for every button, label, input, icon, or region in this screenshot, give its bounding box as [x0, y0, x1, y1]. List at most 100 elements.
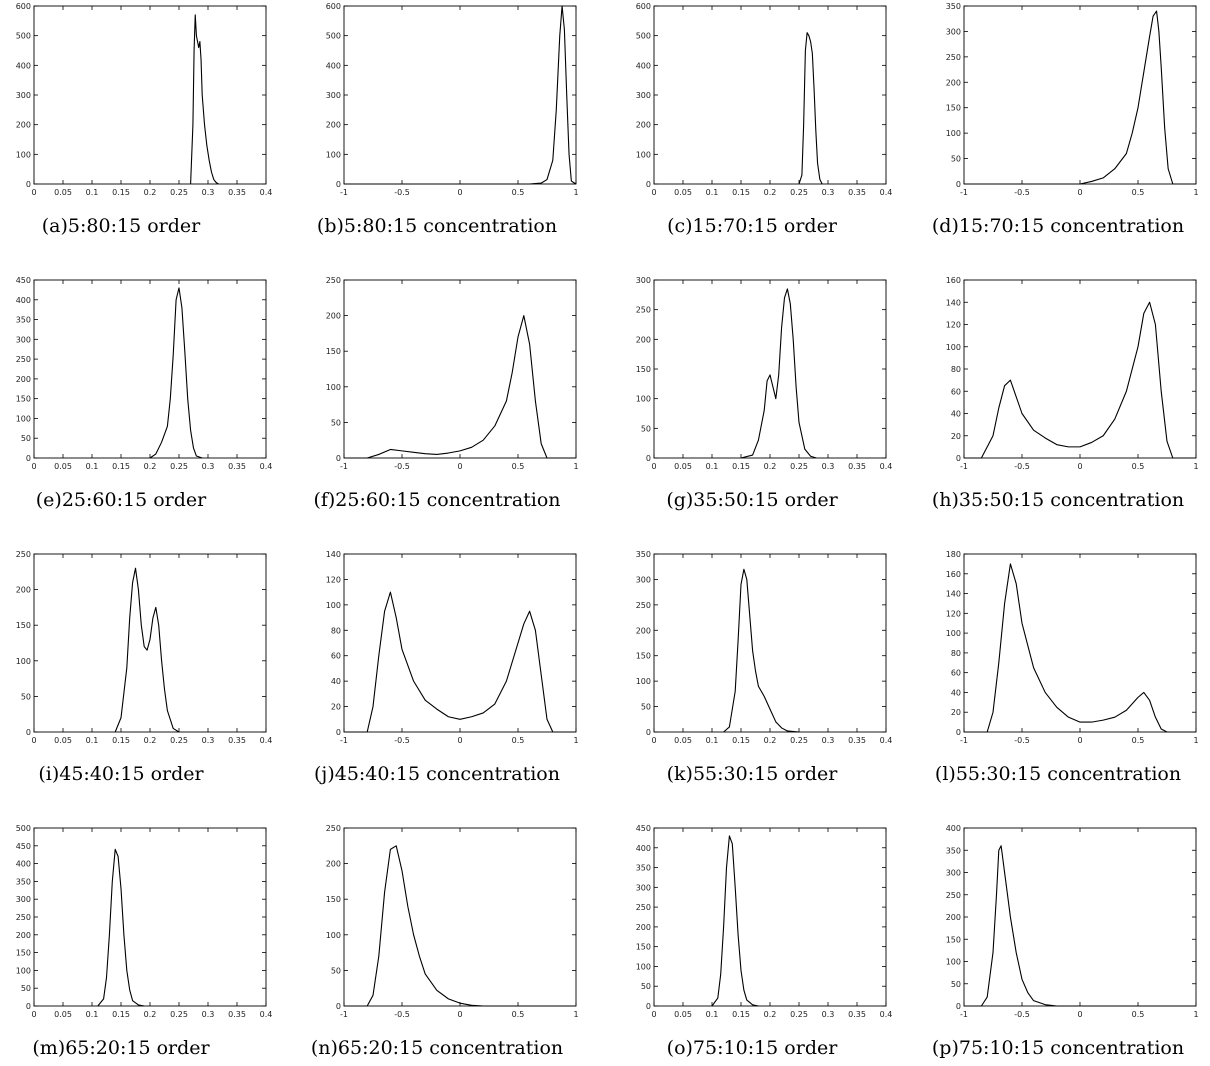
x-tick-label: 0.25: [790, 1010, 808, 1019]
plot-frame: [343, 5, 577, 185]
y-tick-label: 100: [326, 601, 341, 610]
plot-frame: [963, 553, 1197, 733]
panel-caption: (b)5:80:15 concentration: [317, 215, 557, 237]
x-tick-label: 0.25: [170, 1010, 188, 1019]
x-tick-label: 0: [651, 188, 656, 197]
x-tick-label: 0.1: [706, 736, 719, 745]
x-tick-label: 0: [651, 1010, 656, 1019]
y-tick-label: 150: [946, 935, 961, 944]
y-tick-label: 600: [16, 2, 31, 11]
histogram-curve: [711, 835, 759, 1007]
y-tick-label: 50: [21, 984, 31, 993]
y-tick-label: 300: [636, 883, 651, 892]
x-tick-label: 0.3: [822, 1010, 835, 1019]
x-tick-label: 0: [1077, 462, 1082, 471]
y-tick-label: 150: [16, 395, 31, 404]
y-tick-label: 100: [16, 150, 31, 159]
panel-caption: (h)35:50:15 concentration: [932, 489, 1184, 511]
x-tick-label: 0.4: [260, 188, 273, 197]
x-tick-label: 1: [573, 1010, 578, 1019]
chart-panel-3: 0 0.05 0.1 0.15 0.2 0.25 0.3 0.35 0.4 0 100 200 300 4…: [636, 2, 893, 237]
x-tick-label: 0.05: [674, 736, 692, 745]
x-tick-label: 0.1: [86, 188, 99, 197]
x-tick-label: 0.05: [54, 1010, 72, 1019]
y-tick-label: 0: [26, 454, 31, 463]
y-tick-label: 200: [636, 121, 651, 130]
y-tick-label: 140: [326, 550, 341, 559]
y-tick-label: 100: [946, 629, 961, 638]
y-tick-label: 0: [26, 1002, 31, 1011]
y-tick-label: 400: [326, 61, 341, 70]
y-tick-label: 150: [636, 365, 651, 374]
x-tick-label: 0.3: [202, 462, 215, 471]
x-tick-label: 0: [457, 1010, 462, 1019]
x-tick-label: 0.05: [54, 736, 72, 745]
y-tick-label: 140: [946, 298, 961, 307]
chart-panel-8: -1 -0.5 0 0.5 1 0 20 40 60 80 100 120 140 160 (h)35:50…: [932, 276, 1199, 511]
y-tick-label: 200: [946, 913, 961, 922]
chart-panel-15: 0 0.05 0.1 0.15 0.2 0.25 0.3 0.35 0.4 0 50 100 150 20…: [636, 824, 893, 1059]
y-tick-label: 100: [636, 677, 651, 686]
y-tick-label: 60: [951, 387, 961, 396]
y-tick-label: 350: [946, 2, 961, 11]
panel-caption: (d)15:70:15 concentration: [932, 215, 1184, 237]
plot-frame: [33, 279, 267, 459]
x-tick-label: 0.35: [848, 736, 866, 745]
x-tick-label: 0.5: [512, 1010, 525, 1019]
panel-caption: (c)15:70:15 order: [667, 215, 838, 237]
plot-frame: [653, 279, 887, 459]
histogram-curve: [964, 845, 1196, 1007]
y-tick-label: 100: [946, 958, 961, 967]
x-tick-label: 0.1: [86, 462, 99, 471]
x-tick-label: 0.35: [848, 1010, 866, 1019]
x-tick-label: 0.4: [260, 462, 273, 471]
histogram-curve: [740, 288, 817, 459]
y-tick-label: 200: [326, 860, 341, 869]
x-tick-label: -0.5: [394, 188, 410, 197]
panel-caption: (i)45:40:15 order: [38, 763, 204, 785]
y-tick-label: 200: [326, 312, 341, 321]
y-tick-label: 250: [326, 276, 341, 285]
y-tick-label: 300: [16, 895, 31, 904]
y-tick-label: 120: [326, 575, 341, 584]
plot-frame: [963, 5, 1197, 185]
x-tick-label: 0.25: [790, 188, 808, 197]
y-tick-label: 20: [951, 708, 961, 717]
histogram-curve: [344, 315, 576, 459]
y-tick-label: 300: [16, 335, 31, 344]
x-tick-label: 0.1: [706, 462, 719, 471]
x-tick-label: 0.35: [848, 462, 866, 471]
panel-caption: (a)5:80:15 order: [42, 215, 201, 237]
y-tick-label: 200: [16, 931, 31, 940]
histogram-curve: [344, 591, 576, 733]
y-tick-label: 400: [946, 824, 961, 833]
y-tick-label: 200: [16, 586, 31, 595]
x-tick-label: -0.5: [394, 462, 410, 471]
x-tick-label: -1: [960, 1010, 968, 1019]
y-tick-label: 120: [946, 609, 961, 618]
x-tick-label: 0.35: [228, 736, 246, 745]
plot-frame: [33, 5, 267, 185]
y-tick-label: 250: [636, 903, 651, 912]
x-tick-label: 1: [573, 462, 578, 471]
plot-frame: [343, 279, 577, 459]
x-tick-label: 0.15: [112, 736, 130, 745]
y-tick-label: 80: [331, 626, 341, 635]
x-tick-label: 0.5: [1132, 188, 1145, 197]
y-tick-label: 160: [946, 276, 961, 285]
x-tick-label: 0.4: [880, 736, 893, 745]
y-tick-label: 150: [326, 895, 341, 904]
y-tick-label: 200: [16, 375, 31, 384]
y-tick-label: 100: [636, 150, 651, 159]
x-tick-label: 0.2: [764, 1010, 777, 1019]
x-tick-label: 0.2: [144, 462, 157, 471]
y-tick-label: 120: [946, 321, 961, 330]
x-tick-label: 0.3: [202, 736, 215, 745]
chart-panel-14: -1 -0.5 0 0.5 1 0 50 100 150 200 250 (n)65:20:15 co…: [311, 824, 579, 1059]
y-tick-label: 300: [16, 91, 31, 100]
panel-caption: (n)65:20:15 concentration: [311, 1037, 563, 1059]
x-tick-label: -0.5: [1014, 1010, 1030, 1019]
y-tick-label: 0: [646, 180, 651, 189]
x-tick-label: 0.5: [1132, 462, 1145, 471]
